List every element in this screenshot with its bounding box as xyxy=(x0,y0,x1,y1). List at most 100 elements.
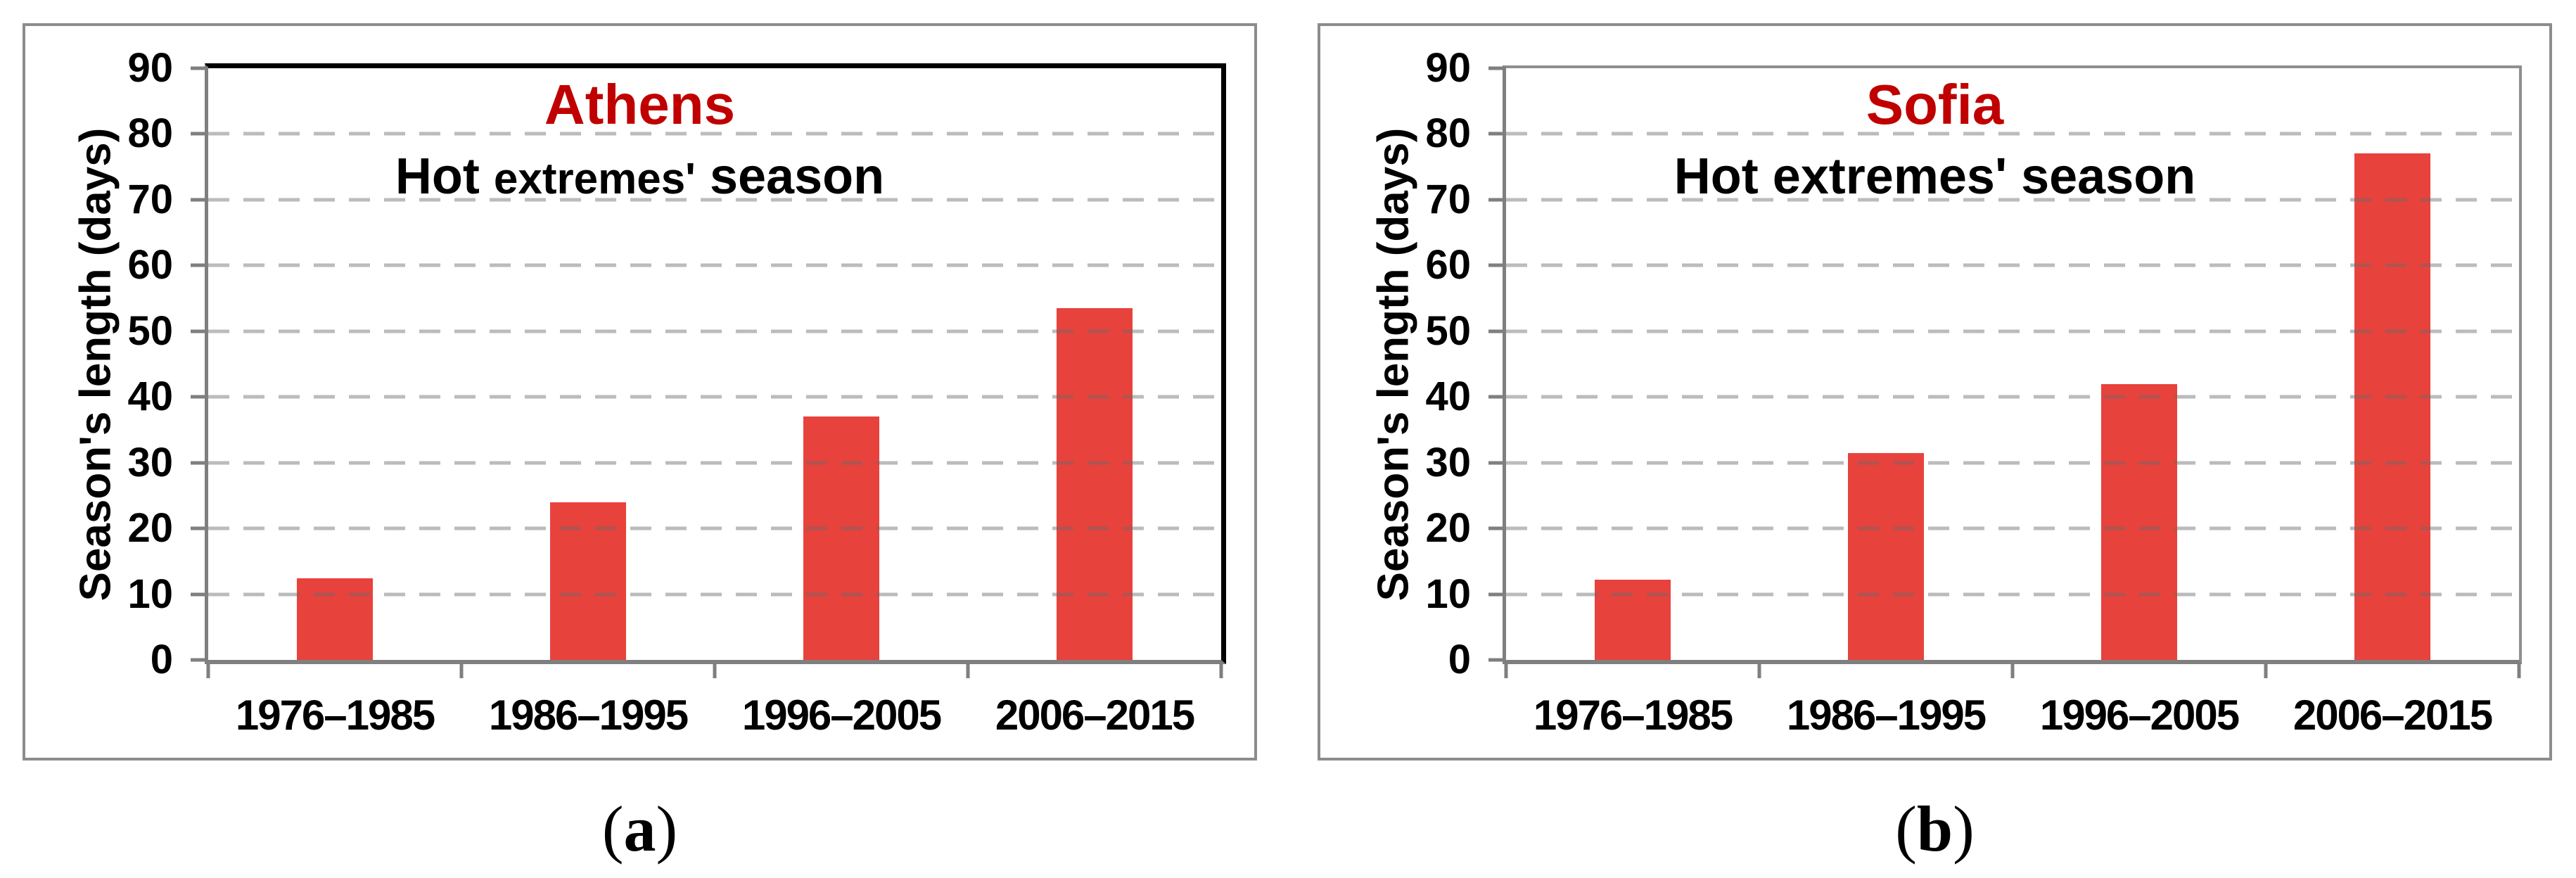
caption-b: (b) xyxy=(1318,793,2552,865)
y-tick-label: 30 xyxy=(1425,439,1471,485)
x-tick xyxy=(966,664,970,678)
y-tick-label: 0 xyxy=(1448,637,1471,682)
subtitle-word: extremes' xyxy=(1772,148,2008,205)
gridline-10 xyxy=(1506,592,2519,597)
caption-paren: ) xyxy=(656,793,678,865)
x-tick-label: 1986–1995 xyxy=(488,692,689,739)
y-tick xyxy=(191,461,208,465)
x-tick xyxy=(206,664,210,678)
gridline-50 xyxy=(1506,329,2519,333)
caption-a: (a) xyxy=(23,793,1257,865)
gridline-20 xyxy=(208,526,1221,530)
x-tick-label: 1976–1985 xyxy=(235,692,435,739)
x-tick-label: 1996–2005 xyxy=(741,692,942,739)
y-tick xyxy=(191,198,208,202)
x-tick xyxy=(1219,664,1223,678)
y-tick-label: 20 xyxy=(1425,505,1471,552)
caption-paren: ( xyxy=(1895,793,1917,865)
y-tick xyxy=(1488,461,1506,465)
gridline-80 xyxy=(208,132,1221,136)
subtitle-word: Hot xyxy=(1673,148,1759,205)
caption-paren: ( xyxy=(601,793,624,865)
y-tick xyxy=(191,526,208,530)
y-tick-label: 80 xyxy=(1425,110,1471,157)
x-tick xyxy=(1504,664,1508,678)
y-tick-label: 30 xyxy=(127,439,173,485)
y-tick xyxy=(1488,592,1506,597)
y-tick-label: 50 xyxy=(127,307,173,354)
y-tick-label: 90 xyxy=(127,45,173,91)
caption-letter: a xyxy=(623,793,656,865)
plot-area-athens: 1976–1985 1986–1995 1996–2005 2006–2015 0 10 2… xyxy=(127,48,1226,739)
subtitle-word: Hot xyxy=(395,148,480,205)
y-tick xyxy=(1488,395,1506,399)
caption-paren: ) xyxy=(1953,793,1975,865)
x-tick xyxy=(2264,664,2268,678)
gridline-30 xyxy=(208,461,1221,465)
caption-letter: b xyxy=(1916,793,1953,865)
bar-1986–1995 xyxy=(1848,452,1924,660)
bar-1976–1985 xyxy=(1595,580,1671,660)
y-tick-label: 10 xyxy=(1425,571,1471,617)
y-tick xyxy=(1488,198,1506,202)
chart-subtitle-athens: Hot extremes' season xyxy=(37,148,1243,205)
bar-2006–2015 xyxy=(1057,308,1133,660)
gridline-70 xyxy=(1506,198,2519,202)
y-tick-label: 10 xyxy=(127,571,173,617)
x-tick-label: 2006–2015 xyxy=(2293,692,2493,739)
x-tick xyxy=(459,664,464,678)
chart-subtitle-sofia: Hot extremes' season xyxy=(1332,148,2538,205)
x-tick-label: 1986–1995 xyxy=(1786,692,1987,739)
y-tick xyxy=(191,263,208,267)
y-tick-label: 50 xyxy=(1425,307,1471,354)
y-tick xyxy=(191,658,208,662)
x-tick-label: 1976–1985 xyxy=(1533,692,1733,739)
y-tick-label: 0 xyxy=(150,637,173,682)
y-tick-label: 20 xyxy=(127,505,173,552)
bar-2006–2015 xyxy=(2354,153,2430,660)
gridline-60 xyxy=(208,263,1221,267)
x-tick xyxy=(2517,664,2521,678)
y-tick xyxy=(1488,263,1506,267)
y-tick xyxy=(191,592,208,597)
y-tick xyxy=(1488,526,1506,530)
subtitle-word: season xyxy=(709,148,885,205)
y-tick xyxy=(1488,658,1506,662)
chart-title-sofia: Sofia xyxy=(1866,73,2004,136)
y-tick xyxy=(191,66,208,70)
y-tick-label: 80 xyxy=(127,110,173,157)
plot-area-sofia: 1976–1985 1986–1995 1996–2005 2006–2015 0 10 2… xyxy=(1425,48,2522,739)
gridline-80 xyxy=(1506,132,2519,136)
y-tick-label: 60 xyxy=(127,242,173,288)
y-tick xyxy=(1488,66,1506,70)
x-tick xyxy=(713,664,717,678)
y-tick xyxy=(191,132,208,136)
gridline-50 xyxy=(208,329,1221,333)
chart-title-athens: Athens xyxy=(544,73,736,136)
y-tick-label: 60 xyxy=(1425,242,1471,288)
y-tick xyxy=(1488,329,1506,333)
y-tick-label: 70 xyxy=(127,176,173,222)
bar-1976–1985 xyxy=(297,578,373,660)
y-tick-label: 90 xyxy=(1425,45,1471,91)
y-tick-label: 40 xyxy=(127,374,173,420)
x-tick xyxy=(2010,664,2015,678)
gridline-60 xyxy=(1506,263,2519,267)
y-tick xyxy=(191,329,208,333)
y-tick xyxy=(191,395,208,399)
gridline-20 xyxy=(1506,526,2519,530)
gridline-40 xyxy=(208,395,1221,399)
y-tick-label: 40 xyxy=(1425,374,1471,420)
gridline-70 xyxy=(208,198,1221,202)
bar-1996–2005 xyxy=(803,416,879,660)
gridline-10 xyxy=(208,592,1221,597)
gridline-30 xyxy=(1506,461,2519,465)
panel-sofia xyxy=(1318,23,2552,761)
subtitle-word: season xyxy=(2021,148,2196,205)
subtitle-word: extremes' xyxy=(493,155,696,203)
panel-athens xyxy=(23,23,1257,761)
y-tick xyxy=(1488,132,1506,136)
x-tick xyxy=(1757,664,1761,678)
bar-1996–2005 xyxy=(2101,383,2177,660)
